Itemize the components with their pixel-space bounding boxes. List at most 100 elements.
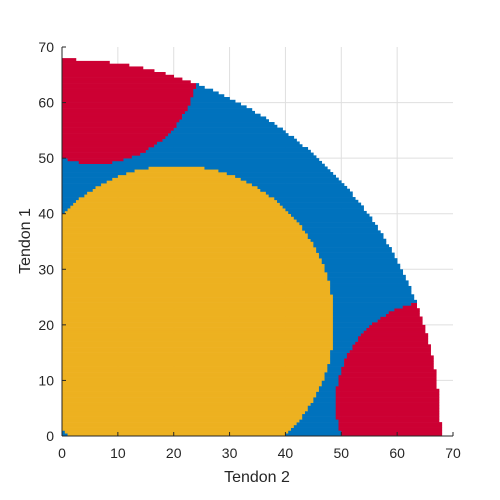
heatmap-cell-middle <box>332 308 395 312</box>
heatmap-cell-corner <box>335 397 440 401</box>
heatmap-cell-inner <box>84 194 269 198</box>
heatmap-cell-middle <box>332 322 373 326</box>
heatmap-cell-corner <box>335 405 440 409</box>
heatmap-cell-middle <box>332 302 412 306</box>
heatmap-cell-inner <box>62 427 292 431</box>
heatmap-cell-middle <box>170 130 286 134</box>
heatmap-cell-corner <box>344 358 434 362</box>
heatmap-cell-inner <box>62 366 328 370</box>
heatmap-cell-corner <box>344 363 434 367</box>
heatmap-cell-inner <box>62 227 303 231</box>
heatmap-cell-corner <box>62 60 110 64</box>
y-tick-label: 50 <box>38 150 54 166</box>
heatmap-cell-inner <box>62 374 325 378</box>
heatmap-cell-middle <box>62 166 149 170</box>
heatmap-cell-corner <box>67 158 124 162</box>
heatmap-cell-inner <box>62 305 334 309</box>
y-tick-label: 30 <box>38 261 54 277</box>
heatmap-cell-middle <box>274 197 356 201</box>
heatmap-cell-inner <box>62 247 317 251</box>
heatmap-cell-middle <box>313 399 336 403</box>
heatmap-cell-middle <box>321 380 339 384</box>
heatmap-cell-inner <box>62 294 334 298</box>
heatmap-cell-middle <box>112 160 323 164</box>
heatmap-cell-inner <box>75 199 278 203</box>
heatmap-cell-middle <box>324 372 342 376</box>
heatmap-cell-inner <box>62 405 309 409</box>
heatmap-cell-middle <box>277 199 359 203</box>
heatmap-cell-inner <box>62 216 295 220</box>
heatmap-cell-corner <box>62 147 149 151</box>
heatmap-cell-middle <box>285 433 342 437</box>
heatmap-cell-corner <box>62 113 183 117</box>
heatmap-cell-middle <box>332 297 415 301</box>
heatmap-cell-middle <box>246 180 342 184</box>
heatmap-cell-corner <box>344 360 434 365</box>
heatmap-cell-middle <box>268 194 353 198</box>
heatmap-cell-inner <box>62 327 334 331</box>
heatmap-cell-corner <box>358 338 429 342</box>
heatmap-cell-inner <box>67 433 286 437</box>
heatmap-cell-inner <box>62 224 303 228</box>
heatmap-cell-middle <box>330 355 348 359</box>
heatmap-cell-middle <box>296 219 373 223</box>
heatmap-cell-inner <box>62 266 325 270</box>
heatmap-cell-inner <box>62 410 306 415</box>
heatmap-cell-middle <box>302 416 336 420</box>
heatmap-cell-inner <box>62 258 323 262</box>
heatmap-cell-inner <box>62 391 317 395</box>
heatmap-cell-corner <box>62 141 158 145</box>
heatmap-cell-middle <box>332 313 387 317</box>
heatmap-cell-middle <box>318 255 395 259</box>
heatmap-cell-middle <box>330 360 345 365</box>
heatmap-cell-corner <box>62 83 197 87</box>
heatmap-cell-inner <box>95 185 258 190</box>
heatmap-cell-middle <box>316 249 392 253</box>
heatmap-cell-inner <box>62 352 331 356</box>
heatmap-cell-inner <box>112 177 242 181</box>
heatmap-cell-middle <box>307 235 384 240</box>
heatmap-cell-middle <box>332 294 415 298</box>
heatmap-cell-middle <box>313 241 387 245</box>
heatmap-cell-middle <box>291 213 370 217</box>
heatmap-cell-middle <box>62 160 80 164</box>
heatmap-cell-corner <box>411 302 417 306</box>
heatmap-cell-middle <box>302 224 378 228</box>
heatmap-cell-middle <box>332 316 381 320</box>
heatmap-cell-inner <box>62 324 334 328</box>
heatmap-cell-middle <box>204 166 328 170</box>
heatmap-cell-middle <box>316 394 336 398</box>
heatmap-cell-inner <box>62 249 317 253</box>
heatmap-cell-middle <box>62 210 66 215</box>
heatmap-cell-inner <box>62 322 334 326</box>
heatmap-cell-middle <box>316 247 392 251</box>
x-tick-label: 20 <box>166 445 182 461</box>
heatmap-cell-corner <box>366 327 426 331</box>
heatmap-cell-inner <box>62 310 334 315</box>
y-tick-label: 20 <box>38 317 54 333</box>
heatmap-cell-middle <box>332 305 404 309</box>
heatmap-cell-middle <box>330 352 348 356</box>
heatmap-cell-corner <box>62 135 166 139</box>
heatmap-cell-corner <box>338 377 437 381</box>
heatmap-cell-inner <box>62 397 314 401</box>
heatmap-cell-corner <box>62 152 141 156</box>
x-tick-label: 10 <box>110 445 126 461</box>
heatmap-cell-corner <box>62 88 194 92</box>
heatmap-cell-inner <box>62 269 325 273</box>
heatmap-cell-middle <box>332 338 359 342</box>
heatmap-cell-middle <box>182 113 261 117</box>
heatmap-cell-inner <box>62 233 309 237</box>
heatmap-cell-corner <box>338 419 440 423</box>
heatmap-cell-middle <box>62 174 119 178</box>
heatmap-cell-inner <box>62 308 334 312</box>
heatmap-cell-corner <box>358 335 429 340</box>
x-axis-title: Tendon 2 <box>224 469 290 486</box>
heatmap-cell-corner <box>346 352 431 356</box>
heatmap-cell-middle <box>156 141 300 145</box>
heatmap-cell-corner <box>341 433 443 437</box>
heatmap-cell-corner <box>335 394 440 398</box>
heatmap-cell-middle <box>332 310 390 315</box>
heatmap-cell-inner <box>62 355 331 359</box>
